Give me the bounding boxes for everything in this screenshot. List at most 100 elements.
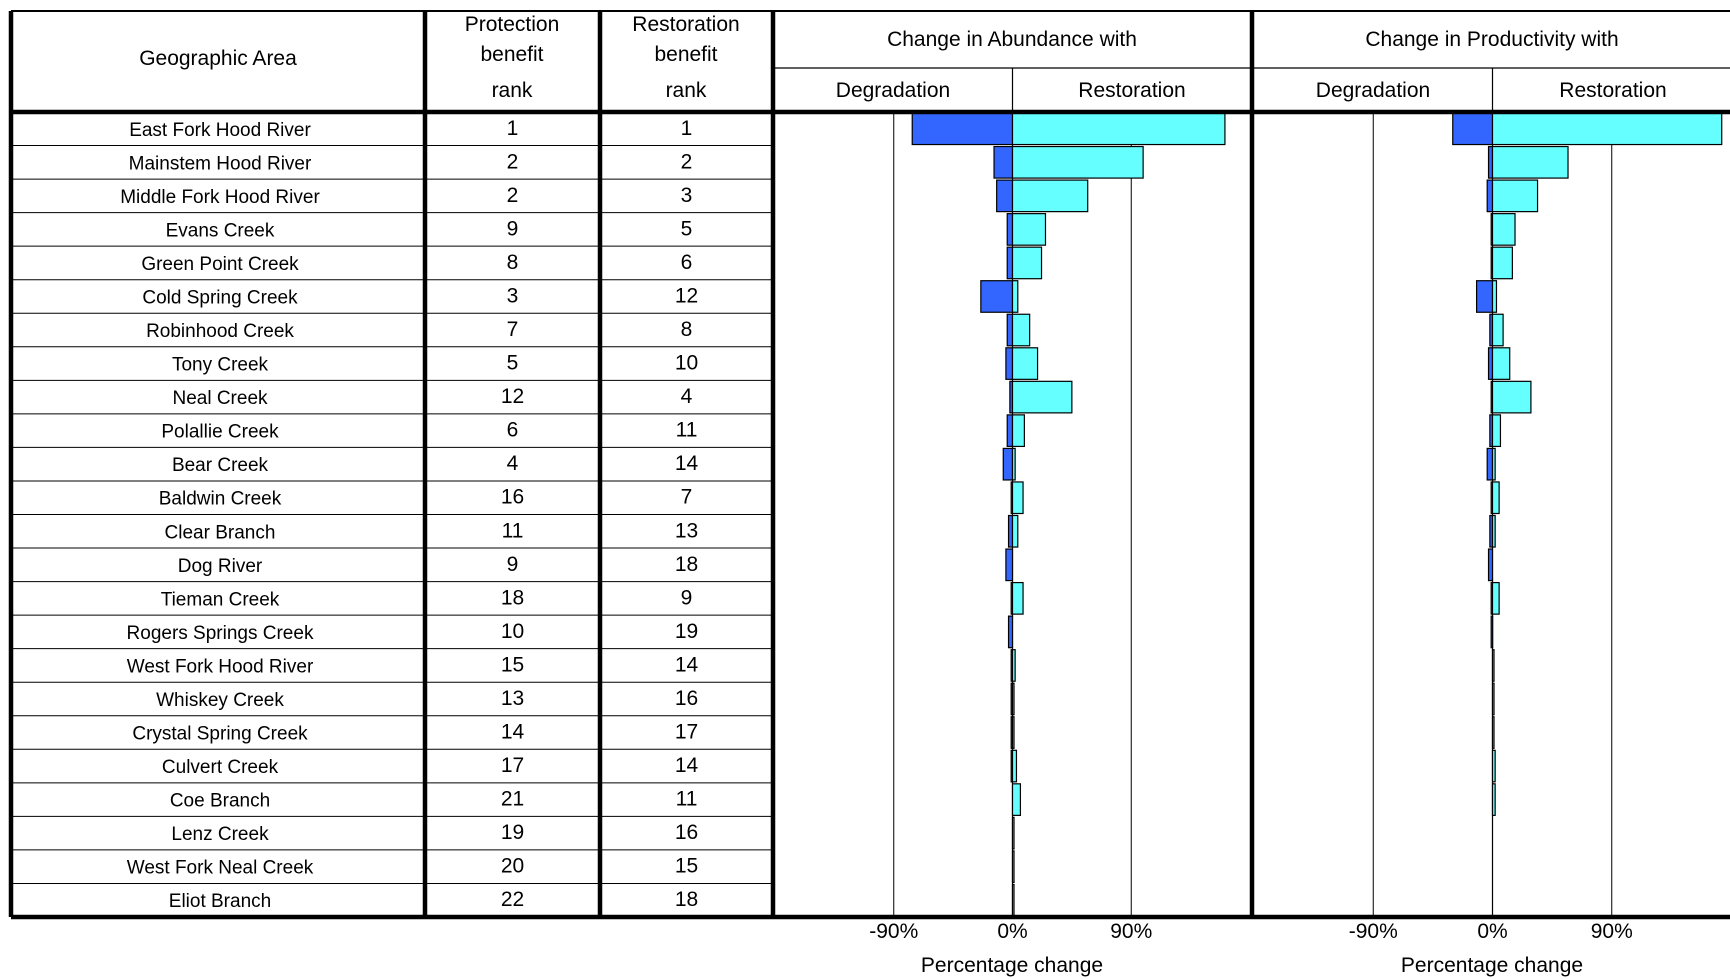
restoration-bar bbox=[1491, 145, 1569, 179]
protection-rank: 4 bbox=[507, 452, 519, 475]
restoration-bar bbox=[1491, 581, 1500, 615]
protection-rank: 1 bbox=[507, 117, 519, 140]
restoration-bar bbox=[1491, 649, 1495, 682]
protection-rank: 8 bbox=[507, 251, 519, 274]
degradation-bar bbox=[1005, 347, 1014, 380]
restoration-bar bbox=[1491, 213, 1516, 246]
area-name: Coe Branch bbox=[170, 791, 270, 812]
restoration-rank: 6 bbox=[681, 251, 693, 274]
degradation-bar bbox=[1006, 414, 1014, 448]
degradation-bar bbox=[1005, 548, 1014, 582]
protection-rank: 9 bbox=[507, 217, 519, 240]
area-name: Crystal Spring Creek bbox=[132, 724, 308, 745]
area-name: Mainstem Hood River bbox=[129, 153, 312, 174]
panel-productivity-title: Change in Productivity with bbox=[1365, 28, 1618, 51]
degradation-bar bbox=[911, 112, 1014, 146]
protection-rank: 11 bbox=[502, 519, 524, 542]
restoration-rank: 2 bbox=[681, 150, 693, 173]
header-restoration-line3: rank bbox=[666, 79, 707, 102]
restoration-rank: 16 bbox=[675, 821, 698, 844]
restoration-rank: 1 bbox=[681, 117, 693, 140]
restoration-bar bbox=[1011, 716, 1015, 749]
area-name: Lenz Creek bbox=[171, 824, 269, 845]
restoration-bar bbox=[1491, 112, 1723, 146]
restoration-bar bbox=[1011, 414, 1025, 448]
area-name: Rogers Springs Creek bbox=[127, 623, 314, 644]
restoration-bar bbox=[1011, 112, 1226, 146]
restoration-rank: 15 bbox=[675, 855, 698, 878]
protection-rank: 20 bbox=[501, 855, 524, 878]
restoration-bar bbox=[1491, 749, 1496, 783]
restoration-bar bbox=[1491, 414, 1502, 448]
restoration-bar bbox=[1011, 145, 1144, 179]
degradation-bar bbox=[1490, 615, 1494, 649]
degradation-bar bbox=[996, 179, 1014, 213]
restoration-rank: 14 bbox=[675, 452, 699, 475]
restoration-bar bbox=[1011, 682, 1015, 716]
area-name: Polallie Creek bbox=[161, 422, 279, 443]
restoration-bar bbox=[1011, 179, 1089, 213]
protection-rank: 5 bbox=[507, 352, 519, 375]
restoration-bar bbox=[1011, 213, 1047, 246]
restoration-bar bbox=[1011, 447, 1016, 481]
degradation-bar bbox=[1006, 246, 1014, 280]
degradation-bar bbox=[1006, 313, 1014, 347]
restoration-rank: 16 bbox=[675, 687, 698, 710]
restoration-rank: 10 bbox=[675, 352, 698, 375]
area-name: Evans Creek bbox=[166, 220, 275, 241]
restoration-bar bbox=[1491, 783, 1496, 816]
protection-rank: 18 bbox=[501, 586, 524, 609]
panel-abundance-sub-degradation: Degradation bbox=[836, 79, 950, 102]
header-protection-line1: Protection bbox=[465, 13, 560, 36]
restoration-bar bbox=[1011, 816, 1015, 850]
degradation-bar bbox=[993, 145, 1014, 179]
panel-productivity-sub-restoration: Restoration bbox=[1559, 79, 1666, 102]
restoration-rank: 4 bbox=[681, 385, 693, 408]
protection-rank: 16 bbox=[501, 486, 524, 509]
protection-rank: 10 bbox=[501, 620, 524, 643]
restoration-rank: 18 bbox=[675, 553, 698, 576]
restoration-rank: 8 bbox=[681, 318, 693, 341]
restoration-rank: 7 bbox=[681, 486, 693, 509]
area-name: West Fork Hood River bbox=[127, 656, 314, 677]
restoration-bar bbox=[1011, 649, 1016, 682]
protection-rank: 3 bbox=[507, 284, 519, 307]
restoration-bar bbox=[1491, 347, 1511, 380]
area-name: Neal Creek bbox=[172, 388, 268, 409]
restoration-bar bbox=[1011, 514, 1019, 548]
header-protection-line2: benefit bbox=[480, 43, 543, 66]
header-geographic-area: Geographic Area bbox=[139, 47, 297, 70]
protection-rank: 14 bbox=[501, 721, 525, 744]
restoration-bar bbox=[1491, 280, 1498, 313]
restoration-bar bbox=[1011, 246, 1043, 280]
restoration-bar bbox=[1011, 850, 1015, 884]
restoration-bar bbox=[1011, 347, 1039, 380]
x-tick-label: 90% bbox=[1591, 920, 1633, 943]
restoration-bar bbox=[1491, 447, 1496, 481]
panel-abundance-sub-restoration: Restoration bbox=[1078, 79, 1185, 102]
area-name: Clear Branch bbox=[165, 522, 276, 543]
degradation-bar bbox=[1002, 447, 1014, 481]
area-name: Whiskey Creek bbox=[156, 690, 284, 711]
restoration-bar bbox=[1011, 481, 1024, 515]
area-name: Tony Creek bbox=[172, 355, 269, 376]
restoration-rank: 14 bbox=[675, 653, 699, 676]
protection-rank: 6 bbox=[507, 419, 519, 442]
restoration-bar bbox=[1491, 716, 1495, 749]
x-tick-label: 0% bbox=[1477, 920, 1507, 943]
protection-rank: 12 bbox=[501, 385, 524, 408]
area-name: Green Point Creek bbox=[141, 254, 299, 275]
restoration-bar bbox=[1491, 481, 1500, 515]
x-tick-label: -90% bbox=[1349, 920, 1398, 943]
x-tick-label: -90% bbox=[869, 920, 918, 943]
protection-rank: 17 bbox=[501, 754, 524, 777]
degradation-bar bbox=[1487, 548, 1494, 582]
restoration-rank: 3 bbox=[681, 184, 693, 207]
protection-rank: 9 bbox=[507, 553, 519, 576]
restoration-bar bbox=[1011, 749, 1018, 783]
degradation-bar bbox=[1006, 213, 1014, 246]
restoration-bar bbox=[1011, 313, 1031, 347]
restoration-rank: 14 bbox=[675, 754, 699, 777]
area-name: Dog River bbox=[178, 556, 263, 577]
